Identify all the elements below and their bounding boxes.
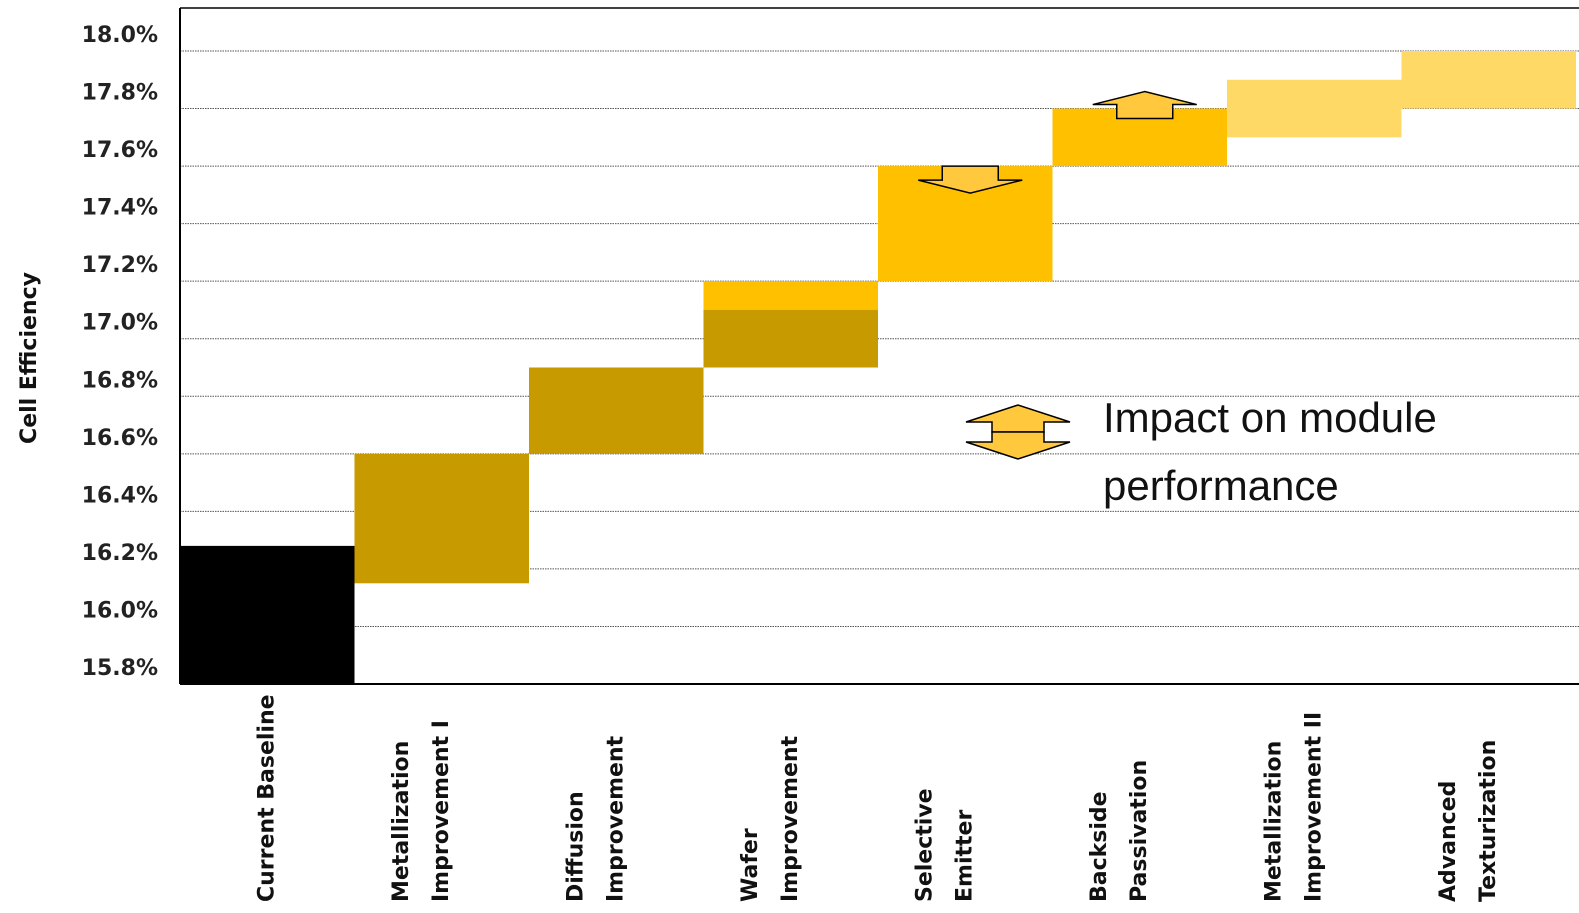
- y-tick-label: 16.4%: [82, 483, 158, 508]
- x-tick-label: Improvement: [778, 735, 803, 902]
- y-tick-label: 16.0%: [82, 598, 158, 623]
- bar: [354, 453, 529, 584]
- y-tick-label: 16.8%: [82, 368, 158, 393]
- legend-up-arrow-icon: [965, 404, 1071, 433]
- y-tick-label: 17.0%: [82, 311, 158, 336]
- x-tick-label: Advanced: [1436, 781, 1461, 902]
- x-tick-label: Passivation: [1127, 760, 1152, 902]
- x-tick-label: Improvement II: [1301, 712, 1326, 902]
- y-tick-label: 17.2%: [82, 253, 158, 278]
- y-tick-label: 16.6%: [82, 426, 158, 451]
- bar: [180, 545, 355, 684]
- x-tick-label: Selective: [912, 788, 937, 902]
- bar-segment: [703, 309, 878, 368]
- bar: [1227, 79, 1402, 138]
- x-tick-label: Diffusion: [563, 791, 588, 902]
- y-tick-label: 16.2%: [82, 541, 158, 566]
- legend-double-arrow-icon: [965, 404, 1071, 460]
- y-tick-label: 18.0%: [82, 23, 158, 48]
- y-tick-label: 17.6%: [82, 138, 158, 163]
- axes: [179, 7, 1579, 685]
- x-tick-label: Improvement: [603, 735, 628, 902]
- y-tick-label: 17.4%: [82, 196, 158, 221]
- y-tick-label: 15.8%: [82, 656, 158, 681]
- bar: [529, 367, 704, 454]
- x-tick-label: Current Baseline: [254, 694, 279, 902]
- x-tick-label: Emitter: [952, 810, 977, 902]
- down-arrow-icon: [918, 165, 1023, 194]
- legend-down-arrow-icon: [965, 431, 1071, 460]
- impact-arrows: [918, 90, 1197, 194]
- y-axis-label: Cell Efficiency: [17, 272, 42, 444]
- x-tick-label: Texturization: [1476, 740, 1501, 902]
- y-tick-label: 17.8%: [82, 81, 158, 106]
- x-tick-label: Metallization: [1261, 741, 1286, 902]
- bars: [180, 51, 1576, 684]
- legend-text-line: performance: [1103, 462, 1339, 509]
- x-tick-label: Improvement I: [429, 720, 454, 902]
- x-tick-labels: Current Baseline Metallization Improvement…: [254, 694, 1501, 902]
- y-tick-labels: 15.8% 16.0% 16.2% 16.4% 16.6% 16.8% 17.0% 17.2%…: [82, 23, 158, 681]
- legend-text-line: Impact on module: [1103, 394, 1437, 441]
- bar: [1401, 51, 1576, 109]
- x-tick-label: Metallization: [389, 741, 414, 902]
- up-arrow-icon: [1092, 90, 1197, 120]
- x-tick-label: Backside: [1087, 791, 1112, 902]
- legend: Impact on module performance: [965, 394, 1437, 509]
- x-tick-label: Wafer: [738, 828, 763, 902]
